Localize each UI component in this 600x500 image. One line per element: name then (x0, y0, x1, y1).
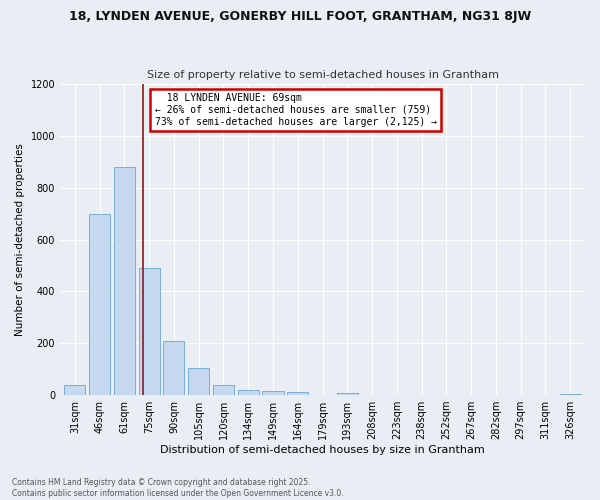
Text: Contains HM Land Registry data © Crown copyright and database right 2025.
Contai: Contains HM Land Registry data © Crown c… (12, 478, 344, 498)
Bar (560, 394, 581, 395)
Bar (287, 392, 308, 395)
Bar (188, 368, 209, 395)
X-axis label: Distribution of semi-detached houses by size in Grantham: Distribution of semi-detached houses by … (160, 445, 485, 455)
Bar (213, 384, 234, 395)
Bar (89, 214, 110, 395)
Bar (337, 393, 358, 395)
Bar (139, 268, 160, 395)
Y-axis label: Number of semi-detached properties: Number of semi-detached properties (15, 143, 25, 336)
Text: 18 LYNDEN AVENUE: 69sqm
← 26% of semi-detached houses are smaller (759)
73% of s: 18 LYNDEN AVENUE: 69sqm ← 26% of semi-de… (155, 94, 437, 126)
Bar (163, 340, 184, 395)
Bar (238, 390, 259, 395)
Bar (262, 391, 284, 395)
Title: Size of property relative to semi-detached houses in Grantham: Size of property relative to semi-detach… (146, 70, 499, 81)
Bar (312, 394, 333, 395)
Text: 18, LYNDEN AVENUE, GONERBY HILL FOOT, GRANTHAM, NG31 8JW: 18, LYNDEN AVENUE, GONERBY HILL FOOT, GR… (69, 10, 531, 23)
Bar (64, 384, 85, 395)
Bar (114, 167, 135, 395)
